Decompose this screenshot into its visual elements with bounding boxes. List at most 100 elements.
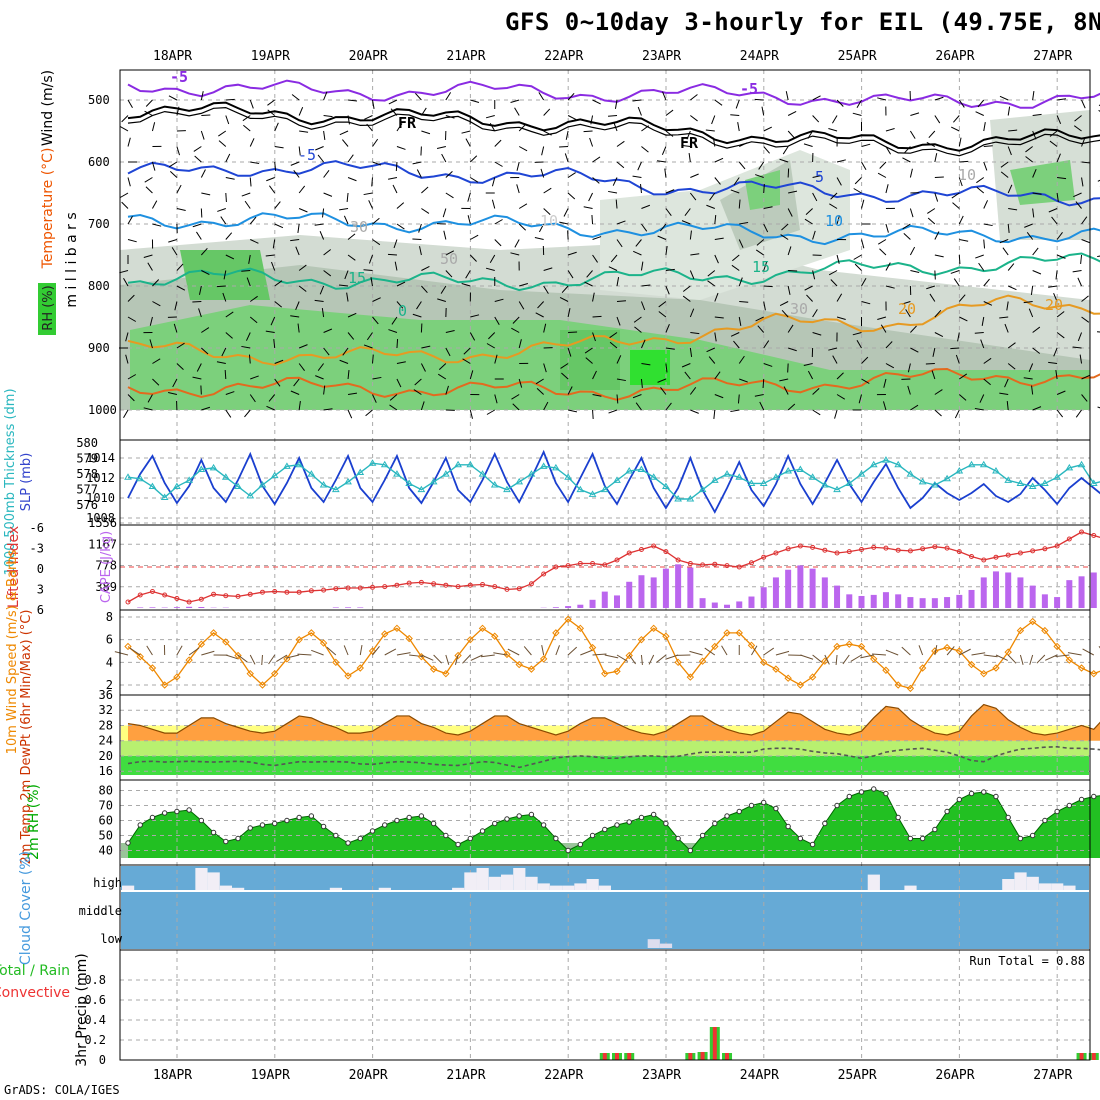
- wind-barb: [983, 239, 986, 249]
- wind-barb: [958, 254, 961, 265]
- cape-bar: [1054, 597, 1061, 608]
- contour-label: FR: [398, 114, 417, 132]
- wind10-point: [723, 629, 731, 637]
- wind-barb: [665, 324, 670, 333]
- wind-barb: [959, 160, 969, 163]
- wind-barb: [861, 378, 870, 384]
- wind10-point: [148, 664, 157, 672]
- wind10-barb: [445, 654, 450, 665]
- wind-barb: [173, 323, 178, 333]
- wind-barb: [738, 199, 741, 209]
- isotherm-line: [127, 160, 1100, 207]
- wind-barb: [172, 378, 178, 388]
- wind-barb: [902, 223, 911, 230]
- wind10-barb: [567, 646, 578, 656]
- wind10-barb: [188, 647, 200, 656]
- wind-barb: [1081, 316, 1090, 323]
- wind-barb: [951, 192, 960, 199]
- wind-barb: [705, 129, 715, 132]
- wind-barb: [516, 184, 520, 194]
- wind-barb: [421, 265, 430, 271]
- wind10-barb: [201, 650, 215, 656]
- wind10-point: [1041, 626, 1049, 635]
- wind-barb: [541, 146, 545, 156]
- wind-barb: [1026, 232, 1034, 240]
- thickness-point: [857, 470, 866, 477]
- wind-barb: [689, 347, 693, 357]
- wind-barb: [323, 91, 328, 101]
- wind-barb: [781, 309, 789, 318]
- wind-barb: [1081, 394, 1088, 402]
- wind-barb: [463, 347, 471, 355]
- wind-barb: [885, 285, 895, 289]
- thickness-point: [943, 474, 951, 482]
- wind-barb: [609, 341, 618, 349]
- wind-barb: [295, 246, 300, 256]
- li-point: [137, 592, 143, 598]
- li-point: [761, 554, 767, 560]
- wind-barb: [298, 208, 308, 213]
- wind10-barb: [541, 645, 545, 656]
- wind-barb: [391, 316, 398, 325]
- wind10-point: [491, 632, 499, 640]
- wind-barb: [708, 356, 716, 364]
- wind10-barb: [628, 654, 636, 665]
- wind-barb: [396, 146, 406, 150]
- thickness-point: [710, 476, 719, 483]
- wind-barb: [885, 262, 891, 271]
- cape-bar: [1090, 572, 1097, 608]
- wind-barb: [955, 354, 960, 364]
- cape-bar: [944, 597, 951, 608]
- rh2m-point: [223, 838, 229, 845]
- wind10-barb: [580, 649, 593, 656]
- li-point: [895, 547, 901, 553]
- wind-barb: [372, 394, 377, 403]
- wind-barb: [658, 301, 667, 308]
- li-point: [382, 584, 388, 590]
- li-point: [1030, 548, 1036, 554]
- li-point: [626, 550, 632, 556]
- cloud-high-bar: [586, 879, 599, 890]
- wind-barb: [901, 301, 911, 305]
- wind-barb: [489, 254, 496, 264]
- wind-barb: [759, 401, 765, 411]
- wind-barb: [1032, 208, 1035, 218]
- li-point: [724, 563, 730, 569]
- wind-barb: [347, 409, 353, 419]
- wind-barb: [640, 261, 644, 271]
- wind-barb: [567, 270, 574, 279]
- wind-barb: [807, 130, 814, 139]
- temp-tick: 32: [99, 703, 113, 717]
- wind10-barb: [480, 654, 495, 658]
- wind-barb: [543, 187, 552, 194]
- bottom-date-label: 22APR: [544, 1068, 583, 1083]
- wind-barb: [567, 92, 575, 101]
- wind-barb: [192, 376, 202, 380]
- thickness-point: [441, 470, 450, 477]
- rh2m-point: [602, 826, 608, 833]
- wind-barb: [592, 332, 596, 342]
- li-point: [296, 589, 302, 595]
- thickness-point: [845, 479, 854, 486]
- wind-barb: [461, 283, 471, 287]
- wind-barb: [641, 146, 649, 153]
- wind-barb: [465, 138, 471, 147]
- wind10-barb: [775, 650, 790, 656]
- li-point: [663, 549, 669, 555]
- wind10-barb: [114, 651, 129, 656]
- wind-barb: [616, 239, 623, 248]
- wind-barb: [250, 375, 259, 380]
- thickness-point: [674, 495, 683, 502]
- wind-barb: [271, 261, 276, 271]
- wind-barb: [169, 161, 178, 168]
- thickness-point: [686, 495, 695, 502]
- wind-barb: [470, 314, 480, 318]
- top-date-label: 22APR: [544, 49, 583, 64]
- wind-barb: [828, 128, 838, 132]
- rh2m-point: [883, 790, 889, 797]
- wind-barb: [714, 237, 724, 240]
- wind10-point: [307, 629, 316, 637]
- wind-barb: [812, 387, 820, 395]
- cloud-high-bar: [500, 874, 514, 890]
- wind-barb: [144, 110, 153, 116]
